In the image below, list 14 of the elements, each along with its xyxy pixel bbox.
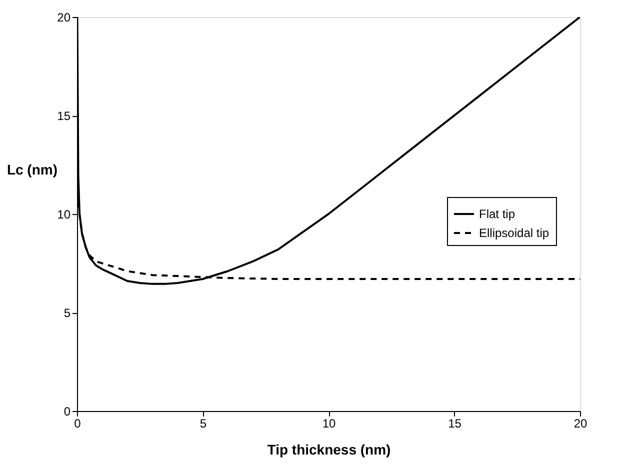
y-tick-label: 20 bbox=[57, 10, 71, 24]
y-tick-label: 0 bbox=[64, 404, 71, 418]
legend-label: Flat tip bbox=[479, 207, 516, 221]
x-tick-label: 15 bbox=[448, 416, 462, 430]
x-tick-label: 0 bbox=[74, 416, 82, 430]
x-tick-label: 10 bbox=[322, 416, 336, 430]
y-axis-title: Lc (nm) bbox=[6, 162, 58, 178]
x-tick-label: 5 bbox=[200, 416, 207, 430]
y-tick-label: 15 bbox=[57, 109, 71, 123]
x-tick-label: 20 bbox=[574, 416, 588, 430]
y-tick-label: 5 bbox=[64, 306, 71, 320]
y-tick-label: 10 bbox=[57, 208, 71, 222]
x-axis-title: Tip thickness (nm) bbox=[267, 442, 391, 458]
legend-label: Ellipsoidal tip bbox=[479, 226, 550, 240]
